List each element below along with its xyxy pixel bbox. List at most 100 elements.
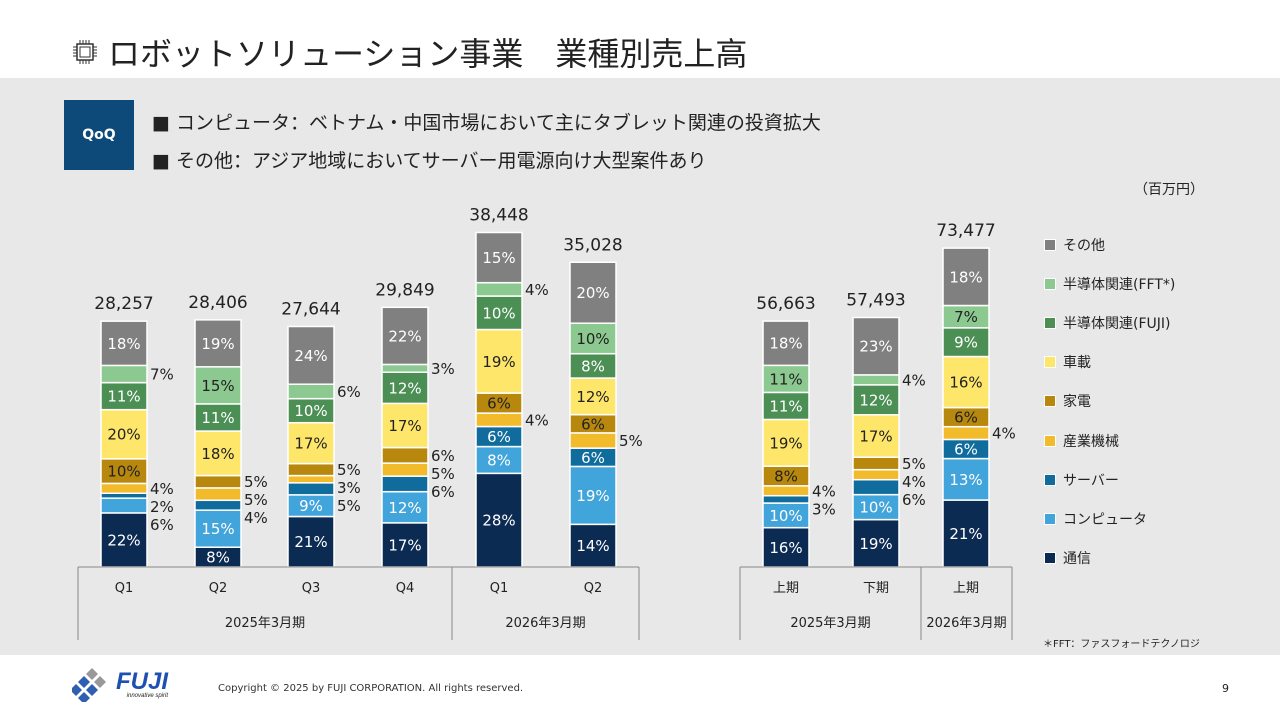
bar-segment	[381, 522, 429, 568]
period-label: 2026年3月期	[505, 616, 585, 631]
segment-label: 6%	[954, 441, 978, 459]
segment-label: 22%	[388, 327, 421, 345]
bar-segment	[475, 281, 523, 297]
bar-segment	[381, 462, 429, 477]
bar-segment	[381, 446, 429, 464]
bar-segment	[100, 512, 148, 568]
category-label: Q2	[584, 581, 603, 596]
segment-label: 21%	[949, 525, 982, 543]
segment-label: 6%	[150, 516, 174, 534]
bar-segment	[762, 391, 810, 421]
fuji-logo: FUJI innovative spirit	[72, 668, 168, 702]
total-label: 29,849	[375, 280, 434, 300]
bar-segment	[287, 482, 335, 496]
category-label: Q1	[115, 581, 134, 596]
bar-segment	[852, 316, 900, 376]
logo-diamonds-icon	[72, 668, 106, 702]
segment-label: 10%	[769, 507, 802, 525]
total-label: 35,028	[563, 235, 622, 255]
segment-label: 15%	[201, 520, 234, 538]
category-label: 上期	[773, 581, 799, 596]
legend-label: 半導体関連(FFT*)	[1063, 276, 1176, 293]
legend-item: コンピュータ	[1044, 499, 1175, 538]
segment-label: 8%	[774, 468, 798, 486]
bar-segment	[287, 383, 335, 400]
bar-segment	[569, 465, 617, 526]
segment-label: 4%	[902, 473, 926, 491]
footnote: ＊FFT：ファスフォードテクノロジ	[1043, 639, 1200, 650]
bar-segment	[100, 458, 148, 485]
segment-label: 12%	[388, 379, 421, 397]
bar-segment	[475, 328, 523, 394]
segment-label: 11%	[201, 409, 234, 427]
legend-item: 通信	[1044, 539, 1175, 578]
total-label: 28,257	[94, 294, 153, 314]
bar-segment	[475, 231, 523, 284]
segment-label: 4%	[150, 480, 174, 498]
segment-label: 13%	[949, 471, 982, 489]
bar-segment	[287, 325, 335, 385]
segment-label: 15%	[482, 249, 515, 267]
segment-label: 16%	[769, 539, 802, 557]
segment-label: 3%	[812, 500, 836, 518]
segment-label: 19%	[859, 535, 892, 553]
bar-segment	[381, 306, 429, 366]
legend-label: 半導体関連(FUJI)	[1063, 315, 1171, 332]
bar-segment	[100, 381, 148, 411]
segment-label: 3%	[337, 479, 361, 497]
category-label: 上期	[953, 581, 979, 596]
legend-swatch	[1044, 434, 1056, 447]
segment-label: 8%	[487, 451, 511, 469]
segment-label: 12%	[388, 499, 421, 517]
segment-label: 19%	[769, 434, 802, 452]
bar-segment	[194, 509, 242, 548]
segment-label: 6%	[431, 483, 455, 501]
bar-segment	[852, 384, 900, 416]
total-label: 28,406	[188, 293, 247, 313]
bar-segment	[569, 432, 617, 449]
legend-label: 産業機械	[1063, 433, 1119, 450]
segment-label: 6%	[902, 491, 926, 509]
bar-segment	[852, 456, 900, 471]
legend-swatch	[1044, 277, 1056, 290]
category-label: Q1	[490, 581, 509, 596]
category-label: Q2	[209, 581, 228, 596]
segment-label: 19%	[576, 487, 609, 505]
bar-segment	[194, 474, 242, 489]
segment-label: 11%	[107, 388, 140, 406]
segment-label: 6%	[431, 447, 455, 465]
bar-segment	[100, 364, 148, 384]
segment-label: 15%	[201, 377, 234, 395]
legend: その他 半導体関連(FFT*) 半導体関連(FUJI) 車載 家電 産業機械 サーバー コンピ…	[1044, 225, 1175, 578]
bar-segment	[942, 425, 990, 441]
bar-segment	[100, 497, 148, 514]
legend-item: 車載	[1044, 343, 1175, 382]
legend-item: 半導体関連(FFT*)	[1044, 264, 1175, 303]
segment-label: 19%	[201, 335, 234, 353]
bar-segment	[942, 247, 990, 307]
segment-label: 10%	[576, 330, 609, 348]
bar-segment	[100, 482, 148, 494]
bar-segment	[194, 487, 242, 502]
bar-segment	[381, 402, 429, 449]
legend-swatch	[1044, 395, 1056, 408]
segment-label: 20%	[107, 426, 140, 444]
segment-label: 4%	[525, 281, 549, 299]
segment-label: 8%	[581, 357, 605, 375]
segment-label: 17%	[294, 435, 327, 453]
segment-label: 17%	[859, 428, 892, 446]
bar-segment	[762, 526, 810, 568]
segment-label: 12%	[859, 391, 892, 409]
bullet-computer: ■ コンピュータ：ベトナム・中国市場において主にタブレット関連の投資拡大	[152, 112, 821, 134]
segment-label: 5%	[337, 461, 361, 479]
copyright: Copyright © 2025 by FUJI CORPORATION. Al…	[218, 683, 524, 694]
segment-label: 28%	[482, 512, 515, 530]
segment-label: 16%	[949, 374, 982, 392]
bar-segment	[762, 502, 810, 529]
segment-label: 2%	[150, 498, 174, 516]
legend-item: その他	[1044, 225, 1175, 264]
legend-label: その他	[1063, 237, 1105, 254]
bar-segment	[852, 414, 900, 458]
segment-label: 4%	[902, 371, 926, 389]
legend-swatch	[1044, 316, 1056, 329]
